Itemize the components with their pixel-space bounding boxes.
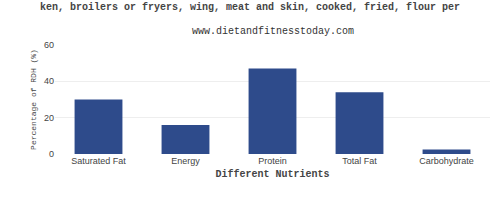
svg-text:40: 40 — [44, 76, 54, 86]
svg-text:Saturated Fat: Saturated Fat — [71, 156, 126, 166]
svg-text:Energy: Energy — [171, 156, 200, 166]
svg-text:60: 60 — [44, 40, 54, 50]
svg-text:Carbohydrate: Carbohydrate — [419, 156, 474, 166]
svg-text:Different Nutrients: Different Nutrients — [215, 169, 329, 180]
svg-text:Percentage of RDH (%): Percentage of RDH (%) — [29, 49, 38, 150]
svg-text:Total Fat: Total Fat — [342, 156, 377, 166]
svg-text:Protein: Protein — [258, 156, 287, 166]
svg-text:ken, broilers or fryers, wing,: ken, broilers or fryers, wing, meat and … — [40, 2, 460, 13]
svg-text:0: 0 — [49, 149, 54, 159]
svg-text:www.dietandfitnesstoday.com: www.dietandfitnesstoday.com — [192, 26, 354, 37]
svg-text:20: 20 — [44, 113, 54, 123]
